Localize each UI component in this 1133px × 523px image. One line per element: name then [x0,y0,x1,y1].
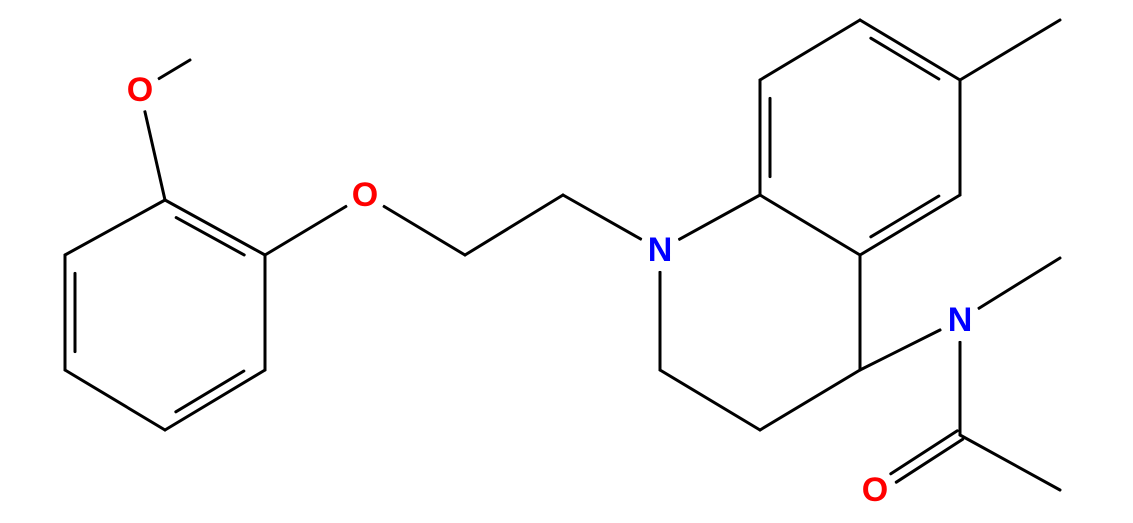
bond [384,206,465,255]
bond [65,200,165,255]
bond [65,370,165,430]
bond [760,20,860,80]
bond [563,195,641,239]
bond [265,206,346,255]
bond [145,112,165,200]
atom-label: N [648,231,673,269]
bond [465,195,563,255]
bond [960,435,1060,490]
bond [896,439,962,482]
molecule-canvas: O O N N O [0,0,1133,523]
bond [660,370,760,430]
bond [860,20,960,80]
bond [165,200,265,255]
atom-label: O [352,176,378,214]
bond [760,195,860,255]
bond [891,431,957,474]
bond [960,20,1060,80]
atom-label: N [948,301,973,339]
bond [176,371,244,412]
bond [979,258,1060,308]
atom-label: O [127,71,153,109]
bond [860,195,960,255]
atom-label: O [862,471,888,509]
bond [165,370,265,430]
bond [871,38,939,79]
bond [159,60,190,79]
bond [679,195,760,239]
bond [871,196,939,237]
bond [860,330,940,370]
bond [760,370,860,430]
